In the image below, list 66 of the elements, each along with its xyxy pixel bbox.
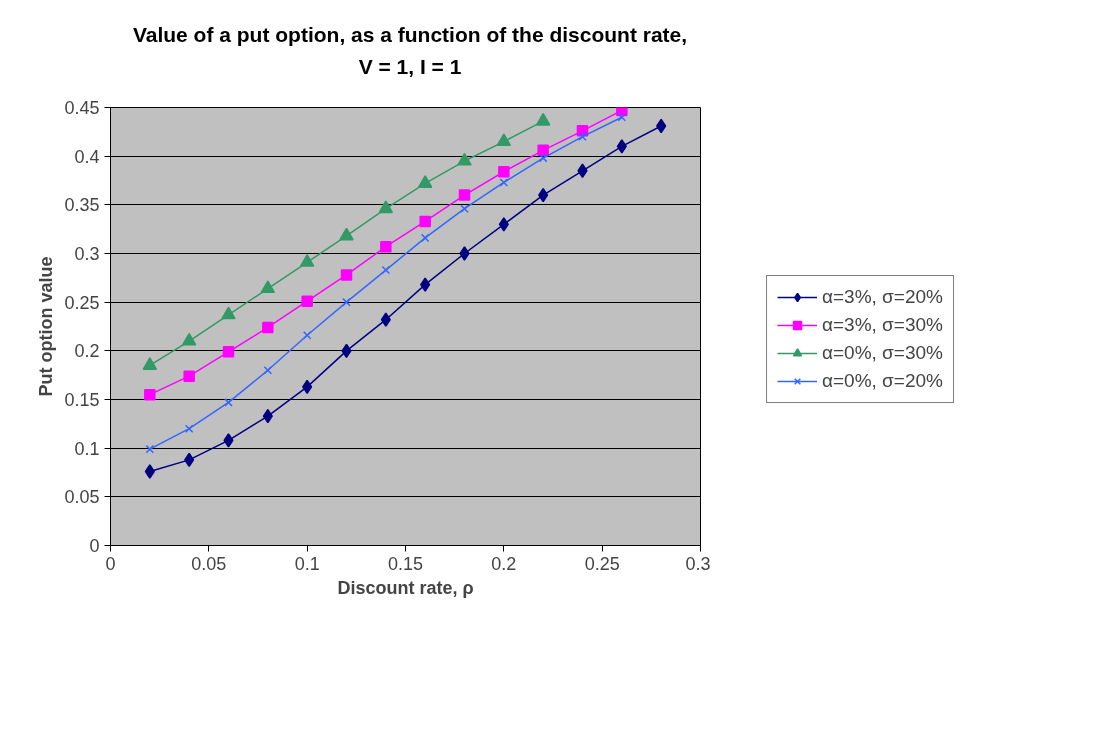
- point: [181, 332, 197, 346]
- point: [459, 246, 470, 261]
- point: [183, 370, 195, 382]
- point: [260, 280, 276, 294]
- x-tick-label: 0: [105, 553, 116, 574]
- point: [340, 269, 353, 281]
- y-tick-label: 0.45: [64, 98, 100, 118]
- y-tick-label: 0.4: [74, 146, 100, 167]
- point: [263, 366, 273, 375]
- point: [144, 464, 155, 479]
- point: [262, 321, 274, 334]
- point: [498, 165, 510, 178]
- x-tick-label: 0.05: [191, 553, 227, 574]
- point: [419, 215, 431, 228]
- y-tick-label: 0.05: [64, 487, 100, 508]
- point: [420, 277, 431, 292]
- point: [538, 153, 548, 163]
- point: [222, 346, 235, 358]
- point: [145, 444, 155, 454]
- y-tick-label: 0: [89, 536, 100, 556]
- point: [380, 312, 391, 327]
- point: [302, 330, 312, 340]
- point: [224, 398, 233, 407]
- legend-label: α=3%, σ=20%: [822, 285, 943, 308]
- point: [535, 112, 551, 126]
- point: [417, 175, 433, 188]
- point: [617, 112, 627, 122]
- y-tick-label: 0.35: [64, 195, 100, 216]
- y-tick-label: 0.2: [74, 341, 100, 362]
- point: [498, 217, 509, 232]
- chart-title: Value of a put option, as a function of the discount rate, V = 1, I = 1: [132, 22, 688, 80]
- y-tick-label: 0.1: [74, 438, 100, 459]
- y-tick-label: 0.25: [64, 292, 100, 313]
- point: [223, 433, 234, 448]
- point: [339, 227, 354, 241]
- point: [144, 388, 156, 401]
- point: [460, 204, 469, 214]
- point: [457, 152, 472, 166]
- point: [301, 295, 313, 307]
- x-tick-label: 0.25: [584, 553, 620, 574]
- x-tick-label: 0.3: [685, 553, 711, 574]
- point: [221, 306, 236, 320]
- legend-label: α=0%, σ=30%: [822, 341, 943, 364]
- point: [378, 200, 394, 214]
- point: [578, 132, 587, 141]
- point: [342, 297, 351, 307]
- y-axis-title: Put option value: [36, 256, 57, 397]
- x-tick-label: 0.2: [491, 553, 517, 574]
- point: [142, 357, 158, 370]
- point: [380, 240, 392, 253]
- x-axis-title: Discount rate, ρ: [337, 577, 474, 598]
- point: [496, 133, 512, 147]
- point: [499, 178, 509, 187]
- point: [537, 144, 549, 157]
- point: [184, 424, 194, 433]
- point: [458, 189, 471, 201]
- x-tick-label: 0.15: [387, 553, 424, 574]
- point: [299, 254, 315, 267]
- point: [381, 265, 391, 275]
- legend-label: α=3%, σ=30%: [822, 313, 943, 336]
- y-tick-label: 0.3: [74, 244, 100, 264]
- x-tick-label: 0.1: [294, 553, 320, 574]
- y-tick-label: 0.15: [64, 390, 100, 410]
- point: [616, 139, 627, 154]
- point: [420, 233, 430, 243]
- legend-label: α=0%, σ=20%: [822, 369, 943, 392]
